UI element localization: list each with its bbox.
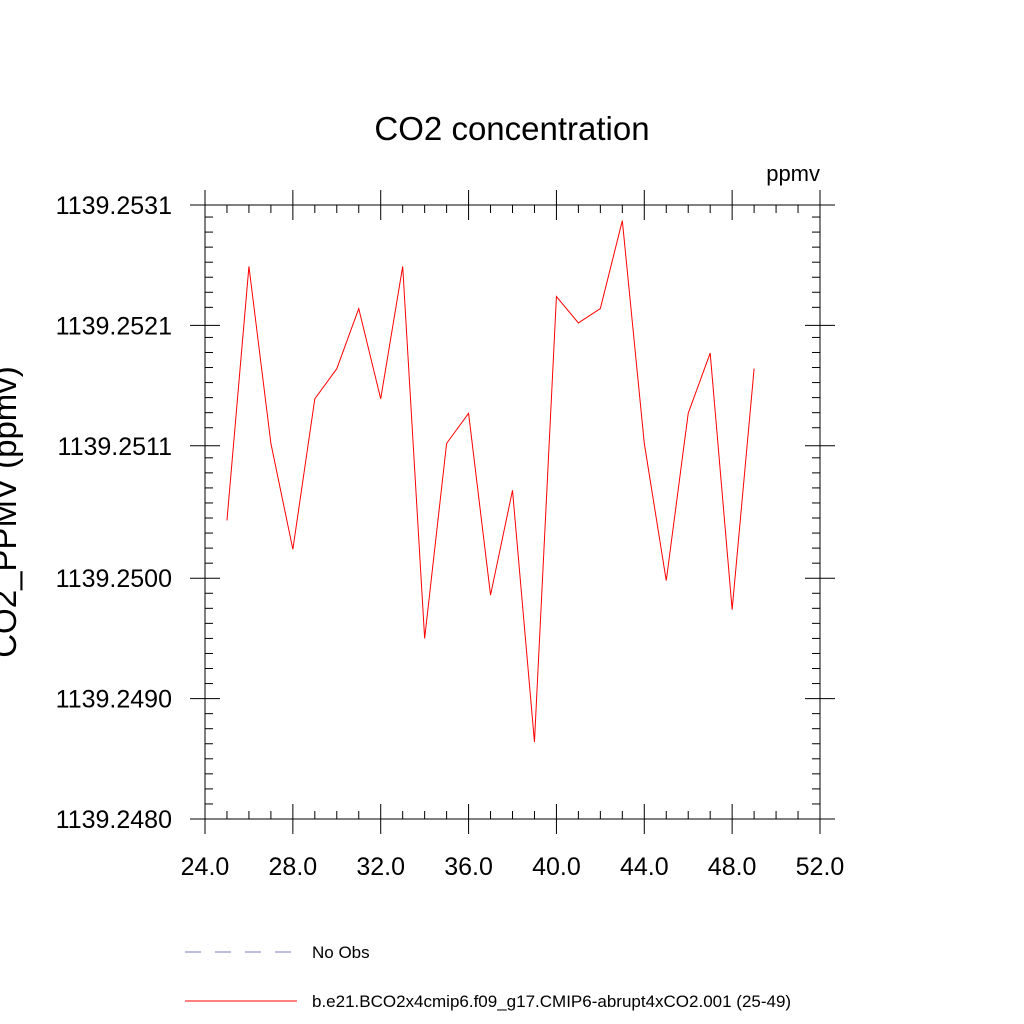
x-tick-label: 32.0: [356, 853, 405, 881]
y-tick-label: 1139.2490: [56, 686, 172, 714]
y-tick-label: 1139.2500: [56, 565, 172, 593]
x-tick-label: 24.0: [181, 853, 230, 881]
ticks-layer: [190, 190, 835, 834]
y-tick-label: 1139.2511: [58, 433, 172, 461]
x-tick-label: 52.0: [796, 853, 845, 881]
series-line-1: [226, 220, 755, 742]
x-tick-label: 28.0: [269, 853, 318, 881]
y-axis-label: CO2_PPMV (ppmv): [0, 366, 23, 658]
x-tick-label: 48.0: [708, 853, 757, 881]
x-tick-label: 36.0: [444, 853, 493, 881]
series-layer: [226, 220, 755, 742]
x-tick-label: 40.0: [532, 853, 581, 881]
chart-title: CO2 concentration: [374, 110, 649, 147]
x-tick-label: 44.0: [620, 853, 669, 881]
tick-labels-layer: 24.0 28.0 32.0 36.0 40.0 44.0 48.0 52.0 1139.248…: [56, 192, 845, 881]
units-label: ppmv: [766, 161, 820, 186]
y-tick-label: 1139.2521: [56, 312, 172, 340]
y-tick-label: 1139.2531: [56, 192, 172, 220]
legend: No Obs b.e21.BCO2x4cmip6.f09_g17.CMIP6-ab…: [185, 943, 791, 1011]
y-tick-label: 1139.2480: [56, 806, 172, 834]
plot-frame: [204, 204, 821, 820]
legend-label-0: No Obs: [312, 943, 370, 962]
legend-label-1: b.e21.BCO2x4cmip6.f09_g17.CMIP6-abrupt4x…: [312, 992, 791, 1011]
